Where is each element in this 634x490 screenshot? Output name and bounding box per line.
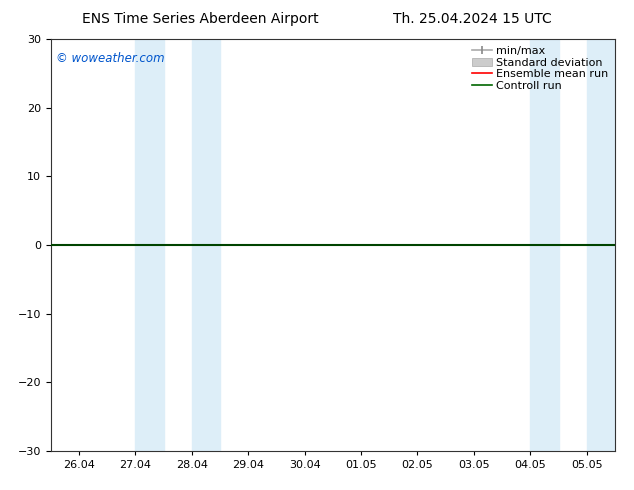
Bar [135, 39, 164, 451]
Bar [530, 39, 559, 451]
Text: © woweather.com: © woweather.com [56, 51, 165, 65]
Legend: min/max, Standard deviation, Ensemble mean run, Controll run: min/max, Standard deviation, Ensemble me… [469, 43, 612, 94]
Text: Th. 25.04.2024 15 UTC: Th. 25.04.2024 15 UTC [393, 12, 552, 26]
Text: ENS Time Series Aberdeen Airport: ENS Time Series Aberdeen Airport [82, 12, 319, 26]
Bar [587, 39, 615, 451]
Bar [191, 39, 220, 451]
